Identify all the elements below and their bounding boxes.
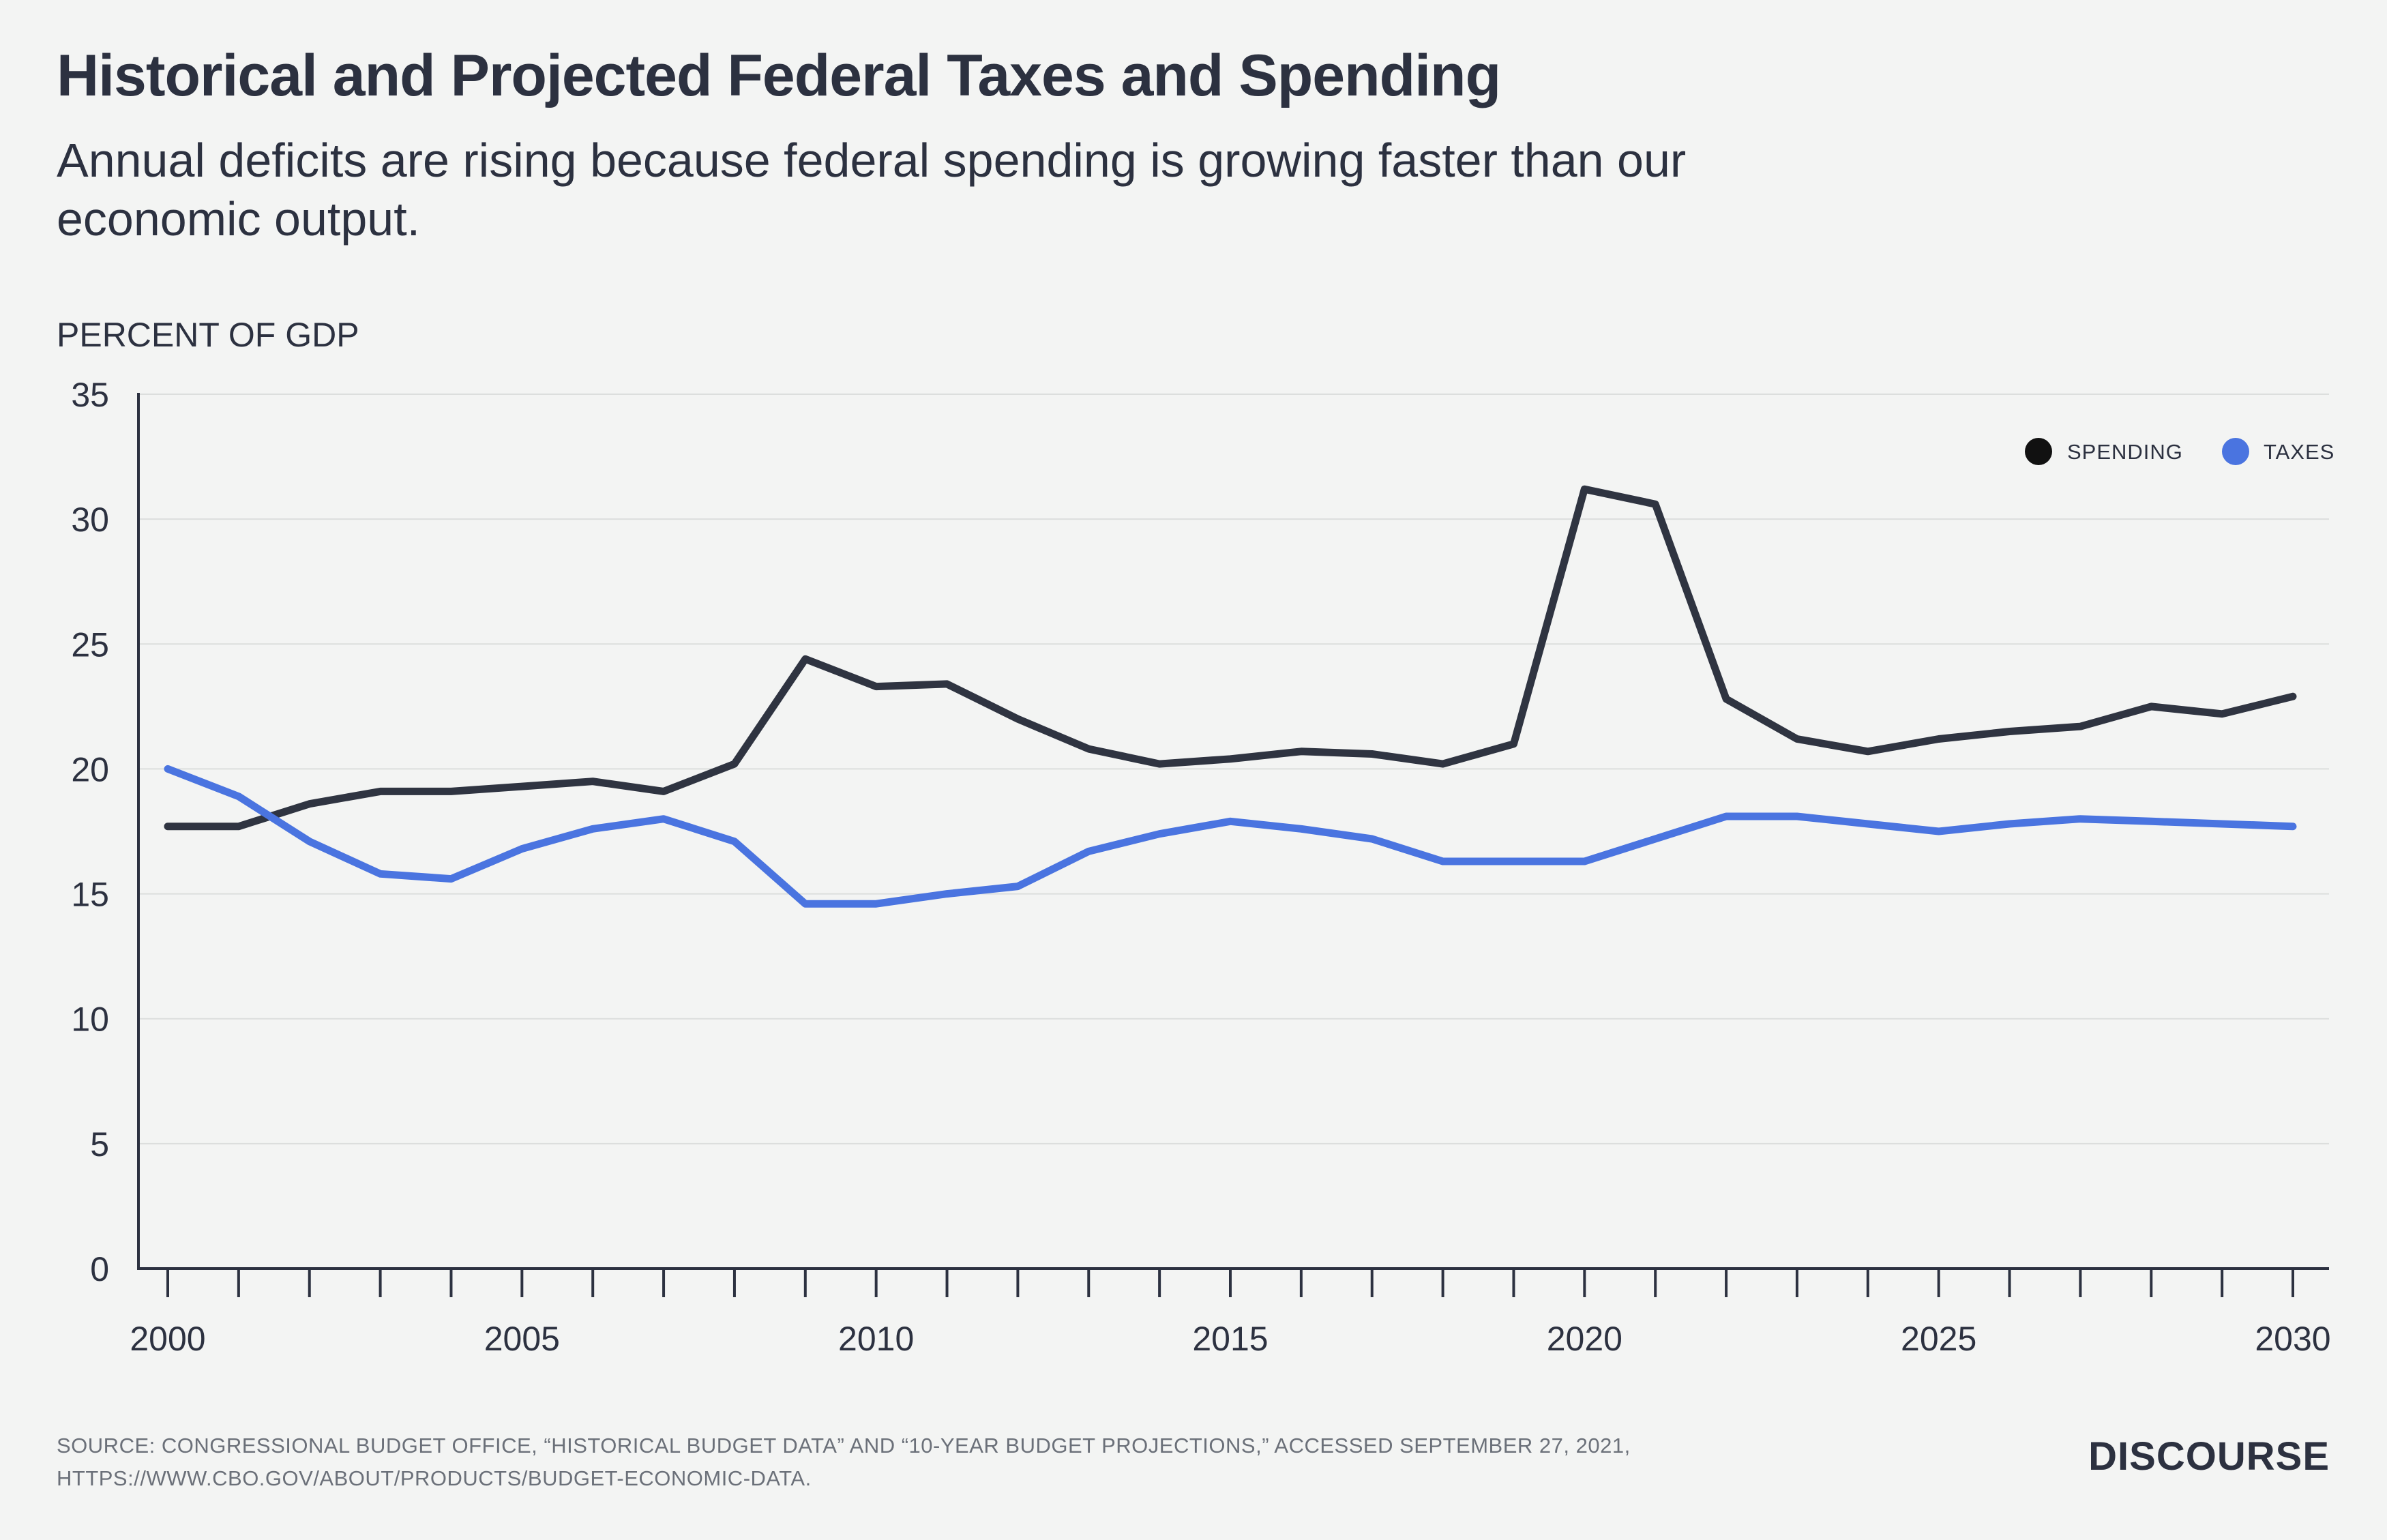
series-line-taxes bbox=[164, 765, 2297, 908]
chart-subtitle: Annual deficits are rising because feder… bbox=[57, 134, 1687, 246]
y-tick-label: 5 bbox=[90, 1125, 109, 1164]
y-tick-label: 30 bbox=[71, 501, 109, 539]
x-tick-label: 2020 bbox=[1547, 1320, 1622, 1358]
y-axis-label: PERCENT OF GDP bbox=[57, 316, 359, 354]
legend: SPENDING TAXES bbox=[2025, 438, 2334, 465]
x-tick-label: 2025 bbox=[1901, 1320, 1976, 1358]
chart-title: Historical and Projected Federal Taxes a… bbox=[57, 43, 1501, 108]
x-tick-label: 2005 bbox=[484, 1320, 560, 1358]
x-tick-label: 2015 bbox=[1192, 1320, 1268, 1358]
y-tick-label: 35 bbox=[71, 376, 109, 414]
y-tick-label: 10 bbox=[71, 1001, 109, 1039]
legend-marker-taxes bbox=[2222, 438, 2249, 465]
series-line-spending bbox=[164, 485, 2297, 831]
y-tick-label: 25 bbox=[71, 625, 109, 664]
x-tick-label: 2030 bbox=[2255, 1320, 2330, 1358]
legend-marker-spending bbox=[2025, 438, 2052, 465]
legend-label-taxes: TAXES bbox=[2264, 440, 2334, 464]
grid-lines bbox=[138, 394, 2329, 1144]
x-tick-label: 2000 bbox=[130, 1320, 205, 1358]
brand-logo: DISCOURSE bbox=[2088, 1434, 2330, 1479]
y-tick-label: 0 bbox=[90, 1250, 109, 1288]
y-tick-label: 20 bbox=[71, 750, 109, 788]
legend-label-spending: SPENDING bbox=[2067, 440, 2183, 464]
y-tick-label: 15 bbox=[71, 876, 109, 914]
source-note: SOURCE: CONGRESSIONAL BUDGET OFFICE, “HI… bbox=[57, 1434, 1631, 1490]
x-tick-label: 2010 bbox=[838, 1320, 914, 1358]
series-lines bbox=[164, 485, 2297, 908]
